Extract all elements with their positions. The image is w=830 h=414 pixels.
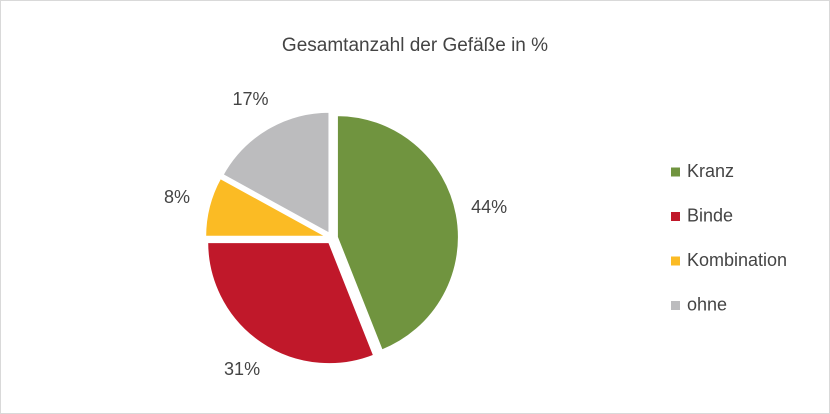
legend-swatch — [671, 301, 680, 310]
data-label: 17% — [233, 89, 269, 109]
legend-swatch — [671, 256, 680, 266]
legend-swatch — [671, 167, 680, 177]
data-label: 8% — [164, 187, 190, 207]
legend-label: Kranz — [687, 161, 734, 181]
legend-label: Binde — [687, 205, 733, 225]
legend-label: ohne — [687, 294, 727, 314]
pie-slice — [221, 110, 331, 236]
data-label: 31% — [224, 359, 260, 379]
legend-swatch — [671, 212, 680, 221]
data-label: 44% — [471, 197, 507, 217]
pie-slice — [335, 114, 460, 352]
chart-title: Gesamtanzahl der Gefäße in % — [282, 35, 548, 56]
pie-slice — [206, 241, 376, 366]
pie-slice — [204, 176, 328, 238]
legend-label: Kombination — [687, 250, 787, 270]
